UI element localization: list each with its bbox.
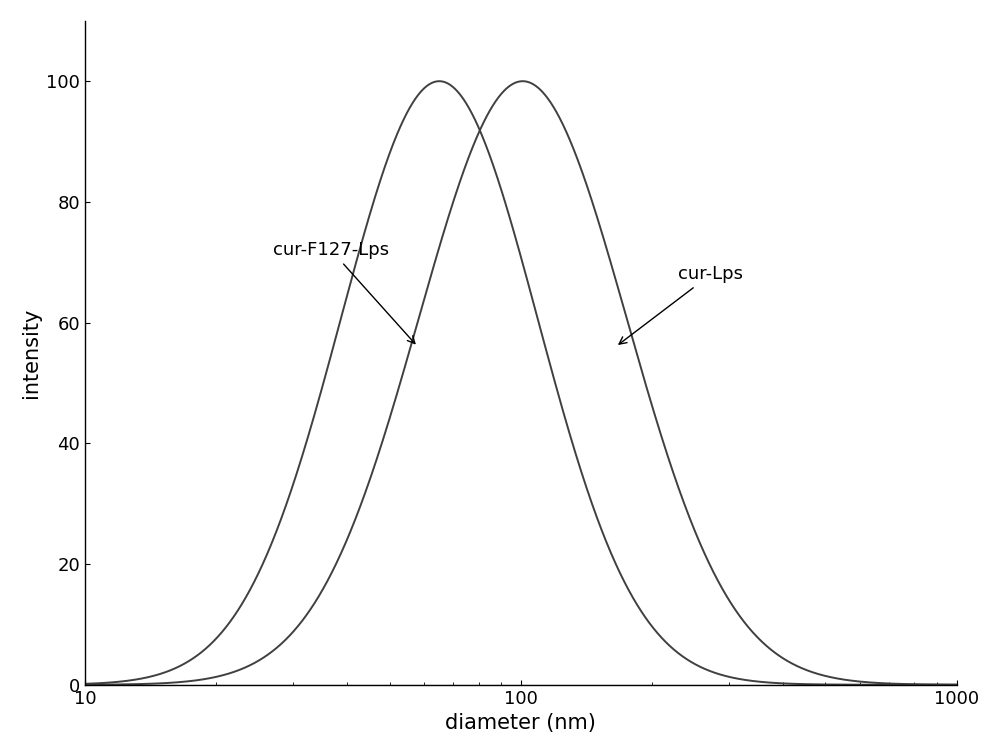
Y-axis label: intensity: intensity	[21, 308, 41, 398]
Text: cur-Lps: cur-Lps	[619, 265, 743, 344]
Text: cur-F127-Lps: cur-F127-Lps	[273, 241, 415, 344]
X-axis label: diameter (nm): diameter (nm)	[445, 713, 596, 733]
